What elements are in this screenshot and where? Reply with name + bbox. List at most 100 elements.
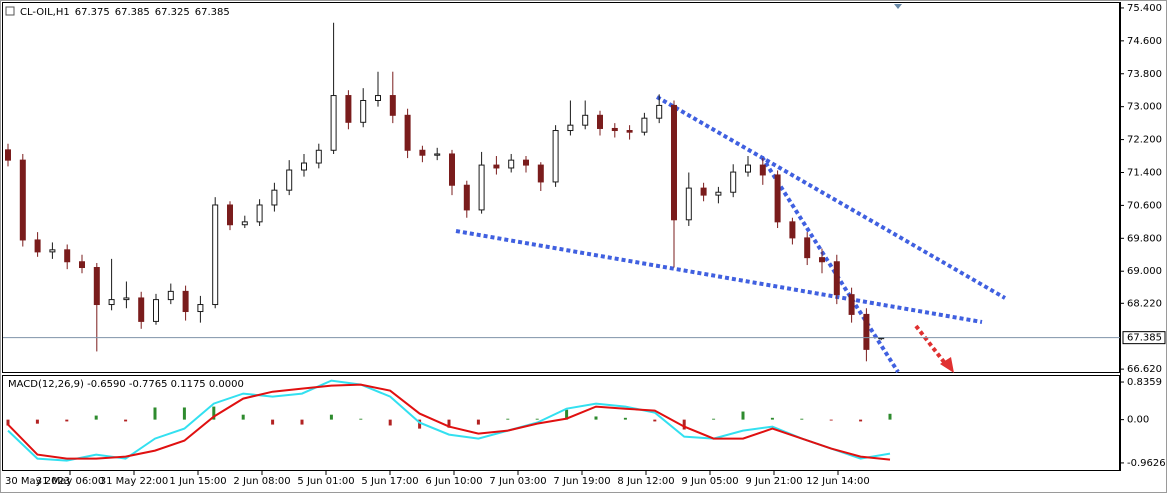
trendline (760, 155, 900, 374)
y-tick-label: 75.400 (1127, 3, 1162, 14)
x-tick-label: 9 Jun 21:00 (745, 476, 802, 487)
candle-body (34, 239, 41, 253)
macd-histogram-bar (153, 407, 157, 420)
candle-body (64, 249, 71, 263)
macd-histogram-bar (741, 411, 745, 420)
y-tick-label: 70.600 (1127, 200, 1162, 211)
candle-body (241, 221, 248, 226)
candle-body (153, 299, 159, 322)
candle-body (330, 95, 337, 151)
candle-body (463, 184, 470, 211)
candle-body (93, 267, 100, 306)
candle-body (819, 257, 825, 263)
macd-histogram-bar (565, 409, 569, 420)
candle-body (759, 164, 766, 176)
candle-body (389, 95, 396, 116)
y-tick-label: 74.600 (1127, 36, 1162, 47)
x-tick-label: 31 May 06:00 (36, 476, 105, 487)
macd-panel (2, 375, 1120, 471)
macd-histogram-bar (859, 419, 863, 422)
candle-body (730, 171, 737, 193)
candle-body (493, 164, 500, 169)
y-tick-label: 69.000 (1127, 266, 1162, 277)
macd-histogram-bar (271, 419, 275, 425)
candle-body (597, 114, 603, 129)
y-tick-label: 69.800 (1127, 233, 1162, 244)
macd-histogram-bar (770, 417, 774, 420)
candle-body (182, 290, 189, 313)
candle-body (582, 114, 589, 126)
candle-body (508, 159, 515, 169)
candle-body (19, 159, 26, 241)
candle-body (404, 114, 411, 151)
candle-body (567, 124, 574, 132)
candle-body (804, 237, 811, 259)
candle-body (79, 261, 85, 269)
candle-body (523, 159, 529, 166)
candle-body (478, 164, 485, 211)
candle-body (138, 297, 145, 322)
candle-body (537, 164, 544, 183)
symbol: CL-OIL,H1 (20, 7, 70, 18)
macd-histogram-bar (623, 417, 627, 420)
macd-histogram-bar (35, 419, 39, 424)
candle-body (611, 127, 618, 132)
candle-body (552, 130, 559, 183)
ohlc-value: 67.325 (155, 7, 190, 18)
y-tick-label: 0.8359 (1127, 377, 1162, 388)
macd-histogram-bar (124, 419, 128, 422)
macd-histogram-bar (65, 419, 69, 422)
candle-body (49, 249, 56, 253)
last-price-label: 67.385 (1127, 333, 1162, 344)
candle-body (212, 204, 219, 306)
y-tick-label: 72.200 (1127, 135, 1162, 146)
candle-body (685, 187, 692, 221)
candle-body (656, 104, 663, 119)
x-tick-label: 6 Jun 10:00 (425, 476, 482, 487)
candle-body (375, 95, 381, 101)
candle-body (715, 191, 722, 196)
candle-body (848, 294, 855, 315)
macd-histogram-bar (212, 406, 216, 420)
macd-histogram-bar (535, 418, 539, 420)
trendlines (455, 95, 1007, 374)
macd-histogram-bar (388, 419, 392, 426)
x-tick-label: 7 Jun 19:00 (553, 476, 610, 487)
chart-icon (5, 6, 15, 16)
candle-body (774, 174, 781, 223)
candle-body (197, 304, 204, 313)
trendline (455, 229, 983, 324)
y-tick-label: -0.9626 (1127, 458, 1166, 469)
chart-header: CL-OIL,H1 67.375 67.385 67.325 67.385 (20, 7, 230, 18)
x-tick-label: 1 Jun 15:00 (169, 476, 226, 487)
x-tick-label: 31 May 22:00 (100, 476, 169, 487)
candle-body (789, 221, 796, 239)
y-tick-label: 73.800 (1127, 69, 1162, 80)
candle-body (626, 130, 633, 133)
y-tick-label: 68.220 (1127, 298, 1162, 309)
candle-body (641, 117, 648, 133)
macd-histogram-bar (888, 413, 892, 420)
candle-body (301, 162, 307, 171)
macd-histogram-bar (506, 418, 510, 420)
macd-histogram-bar (182, 407, 186, 420)
macd-header: MACD(12,26,9) -0.6590 -0.7765 0.1175 0.0… (8, 379, 244, 390)
candle-body (419, 149, 426, 156)
y-tick-label: 66.620 (1127, 364, 1162, 375)
candle-body (863, 313, 870, 350)
macd-histogram-bar (653, 419, 657, 422)
candle-body (745, 164, 751, 173)
x-tick-label: 2 Jun 08:00 (233, 476, 290, 487)
y-tick-label: 73.000 (1127, 102, 1162, 113)
candle-body (123, 297, 130, 301)
candle-body (671, 104, 677, 221)
macd-histogram-bar (329, 414, 333, 420)
candle-body (271, 189, 278, 206)
ohlc-value: 67.375 (75, 7, 110, 18)
candle-body (833, 261, 840, 296)
macd-histogram-bar (682, 419, 686, 430)
arrow-shaft (914, 324, 946, 364)
ohlc-value: 67.385 (115, 7, 150, 18)
